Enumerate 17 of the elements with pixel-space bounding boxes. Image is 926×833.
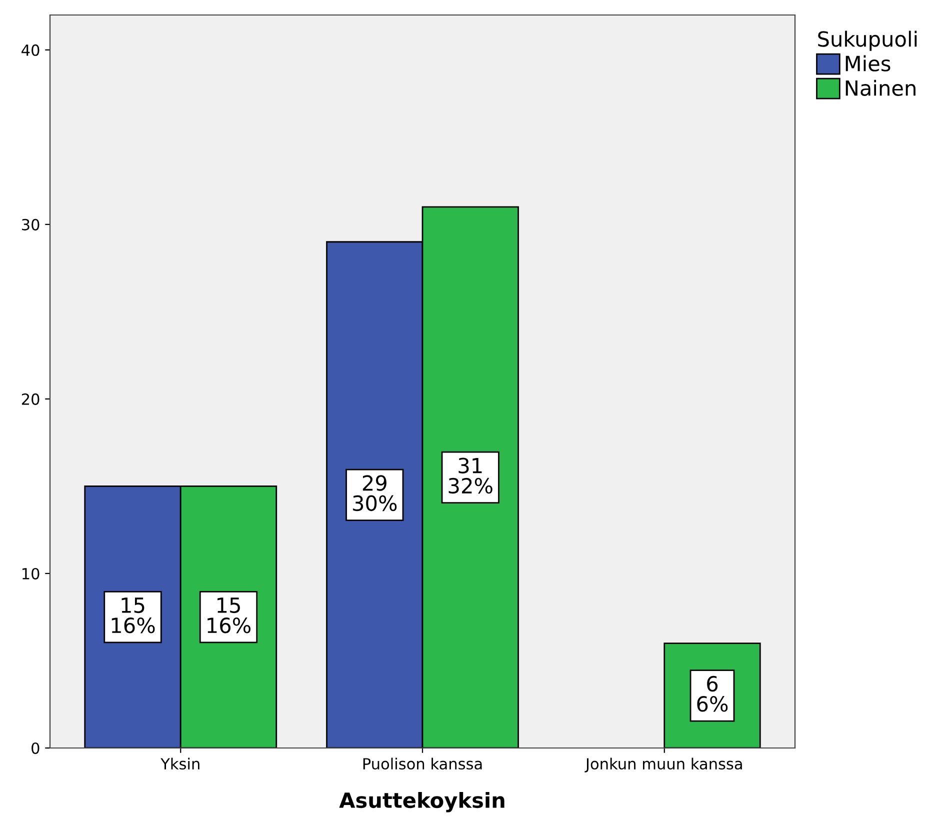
- data-label: 6 6%: [697, 676, 728, 712]
- data-label: 15 16%: [208, 598, 250, 634]
- y-tick-label: 0: [32, 742, 40, 754]
- x-tick-label: Puolison kanssa: [363, 758, 482, 770]
- data-label: 15 16%: [112, 598, 155, 634]
- x-tick-label: Jonkun muun kanssa: [584, 758, 742, 772]
- legend-label: Mies: [846, 55, 890, 72]
- legend-title: Sukupuoli: [818, 30, 917, 51]
- legend-label: Nainen: [846, 80, 916, 96]
- y-tick-label: 10: [22, 568, 40, 580]
- x-axis-title: Asuttekoyksin: [339, 792, 504, 812]
- y-tick-label: 40: [22, 44, 40, 56]
- y-tick-label: 20: [22, 393, 40, 405]
- x-tick-label: Yksin: [160, 758, 200, 770]
- y-tick-label: 30: [22, 218, 40, 230]
- data-label: 31 32%: [448, 458, 492, 494]
- data-label: 29 30%: [353, 475, 397, 512]
